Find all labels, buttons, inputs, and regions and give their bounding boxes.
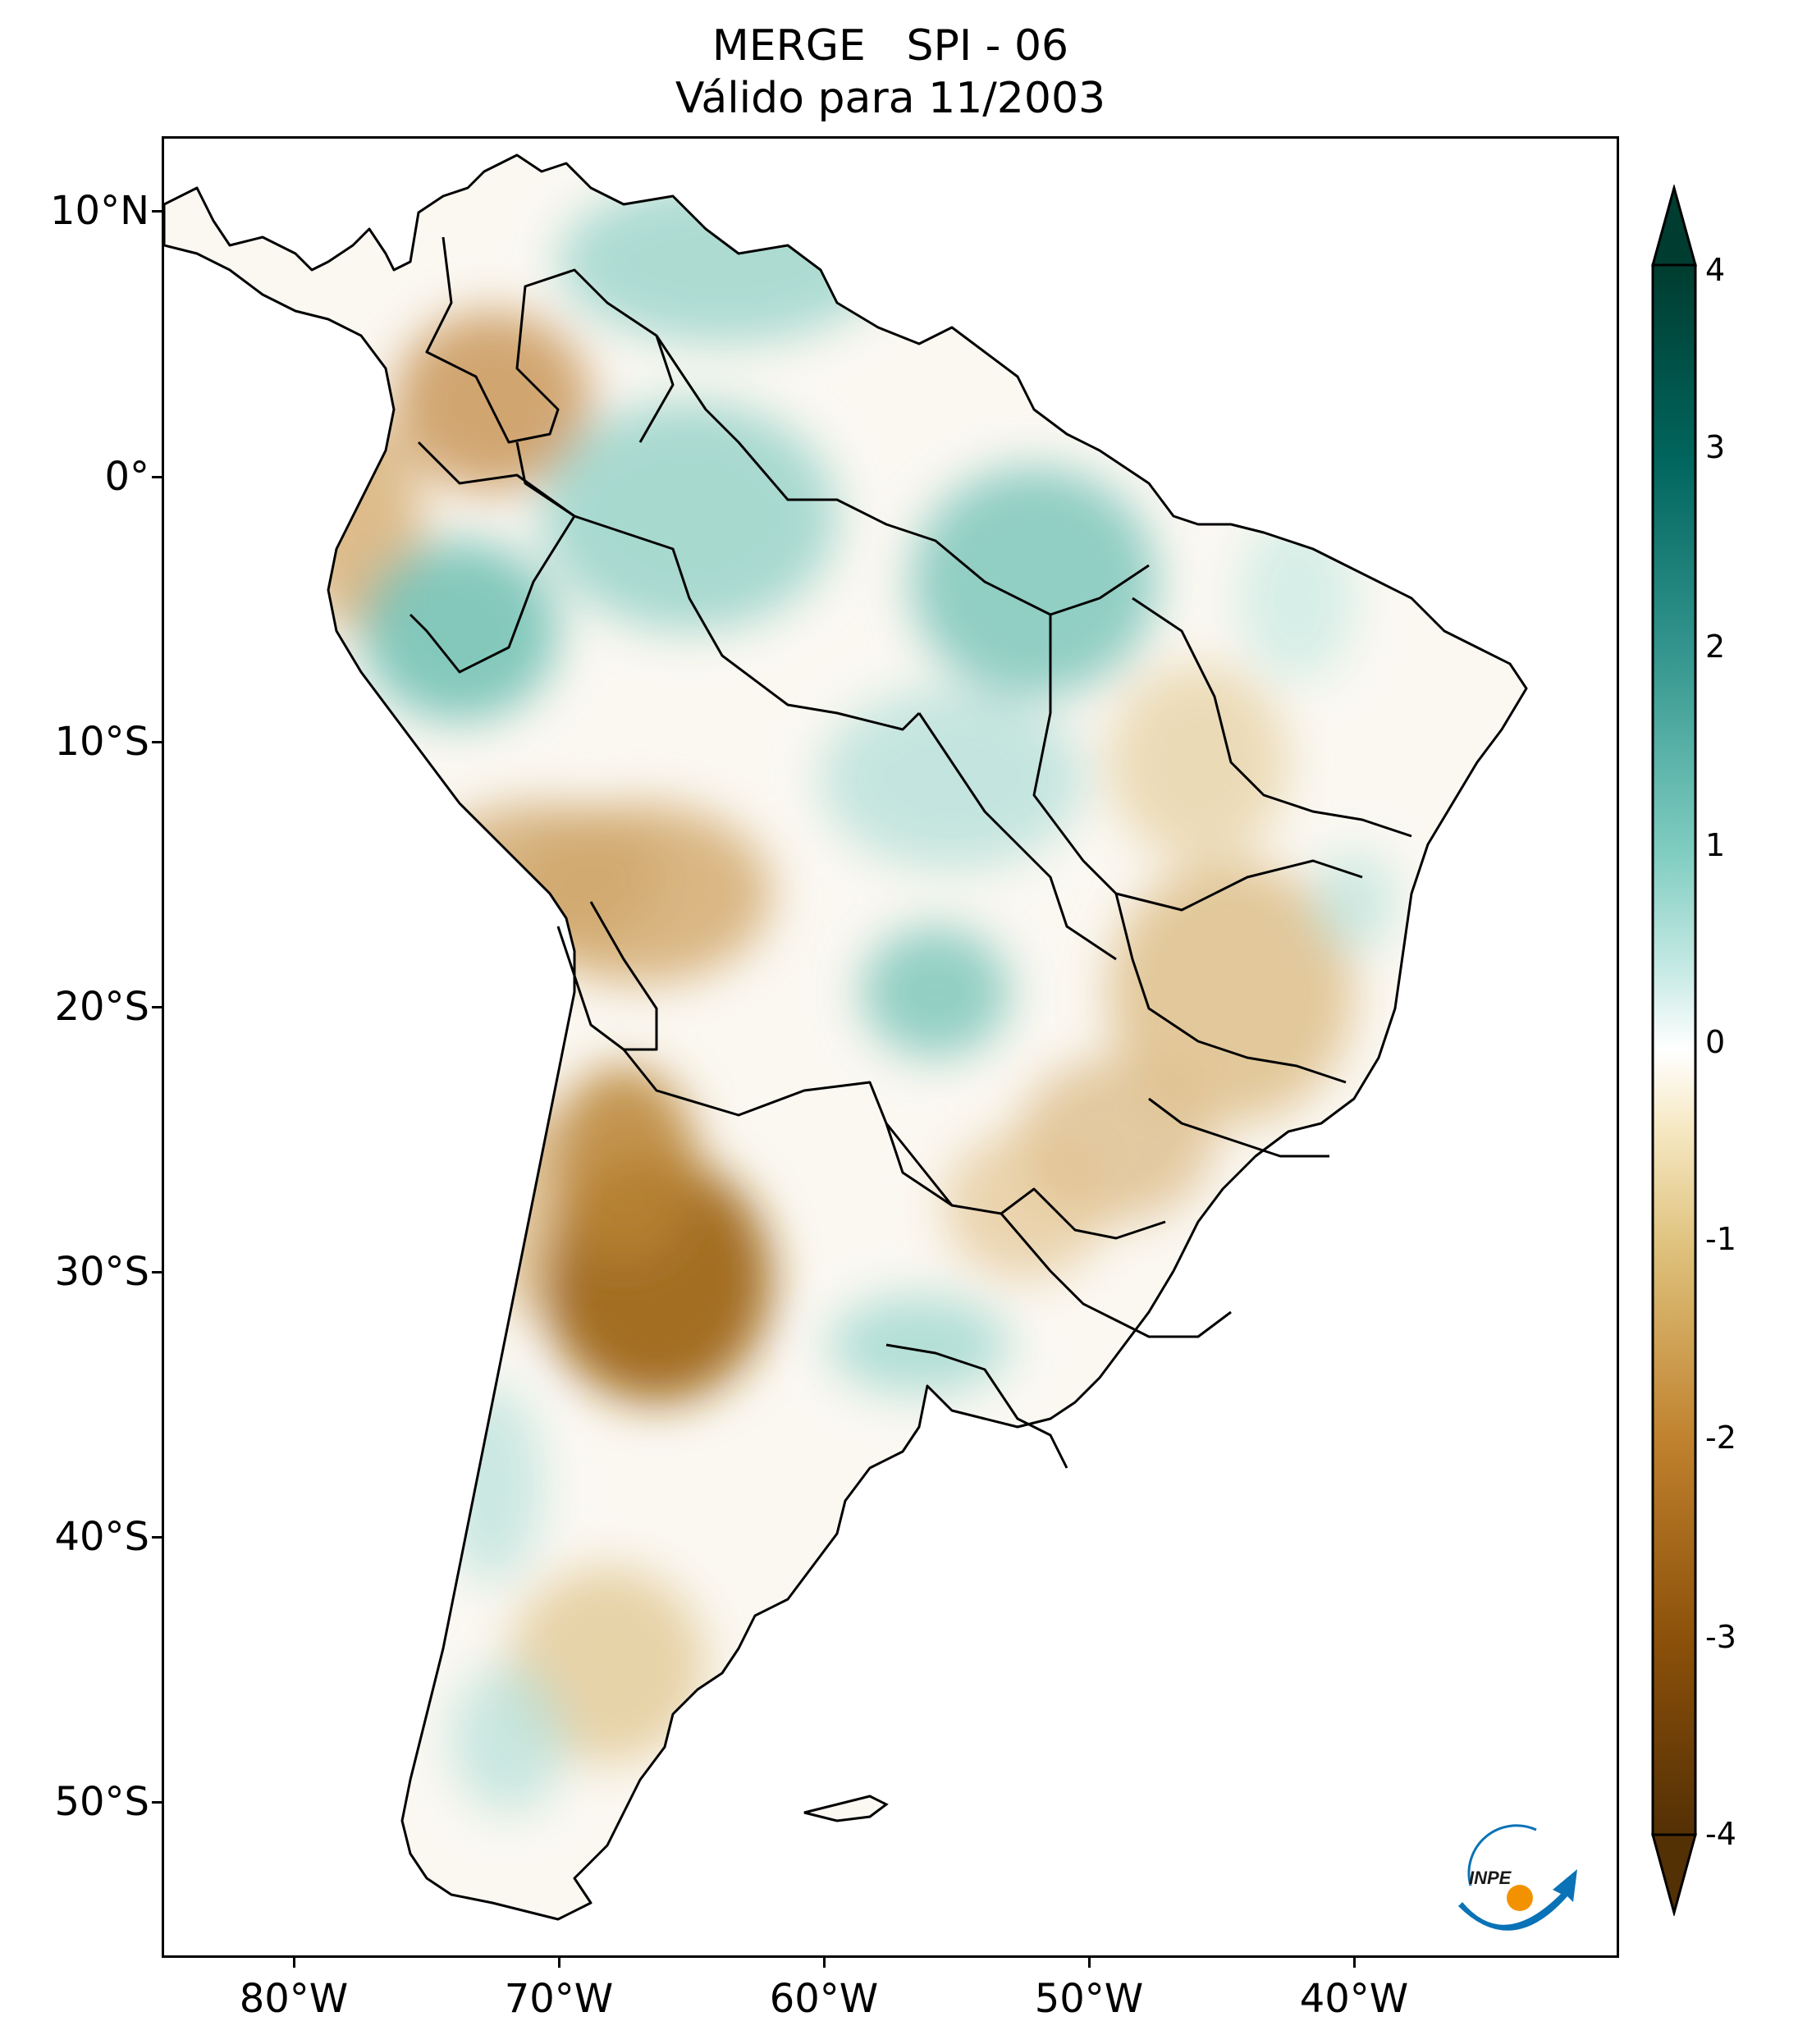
- spi-wet-blob: [542, 401, 837, 631]
- spi-dry-blob: [394, 311, 591, 492]
- lat-tick: [152, 1801, 162, 1804]
- colorbar-extend-top: [1651, 185, 1697, 267]
- border-paraguay-brazil: [885, 1123, 1166, 1240]
- lon-label: 50°W: [1034, 1976, 1144, 2022]
- spi-dry-blob: [419, 803, 665, 951]
- lat-tick: [152, 210, 162, 213]
- logo-dot: [1507, 1885, 1533, 1911]
- lat-label: 0°: [104, 454, 149, 500]
- border-colombia-venezuela: [425, 236, 675, 444]
- coastline: [164, 153, 1528, 1921]
- border-uruguay: [885, 1343, 1068, 1469]
- spi-wet-blob: [1239, 516, 1354, 680]
- lat-tick: [152, 476, 162, 478]
- spi-dry-blob: [1108, 664, 1288, 861]
- title-line-1: MERGE SPI - 06: [711, 21, 1069, 71]
- spi-wet-blob: [829, 1296, 1009, 1394]
- lat-tick: [152, 1536, 162, 1539]
- border-brazil-states-south: [1148, 1097, 1329, 1158]
- map-title: MERGE SPI - 06 Válido para 11/2003: [160, 20, 1621, 125]
- border-bolivia-chile: [556, 901, 658, 1051]
- falkland-islands: [803, 1795, 889, 1822]
- lon-tick: [1353, 1958, 1356, 1968]
- inpe-logo: INPE: [1458, 1824, 1577, 1931]
- border-brazil-states-ne: [1132, 597, 1412, 838]
- border-brazil-states-mid: [917, 712, 1117, 961]
- colorbar-label: -3: [1705, 1619, 1736, 1655]
- lon-tick: [1088, 1958, 1091, 1968]
- colorbar-extend-bottom: [1651, 1833, 1697, 1916]
- border-argentina-brazil: [1000, 1213, 1232, 1338]
- lat-tick: [152, 741, 162, 743]
- lat-tick: [152, 1271, 162, 1273]
- border-brazil-north: [515, 441, 921, 731]
- spi-wet-blob: [1247, 1201, 1346, 1242]
- colorbar-label: 0: [1705, 1024, 1726, 1060]
- lon-label: 60°W: [769, 1976, 879, 2022]
- lon-label: 40°W: [1299, 1976, 1409, 2022]
- border-guianas: [655, 335, 1150, 616]
- colorbar-label: -4: [1705, 1816, 1736, 1852]
- colorbar-label: 2: [1705, 629, 1726, 665]
- lat-label: 40°S: [54, 1514, 149, 1560]
- colorbar: [1651, 185, 1697, 1916]
- map-panel: [162, 136, 1619, 1958]
- spi-wet-blob: [361, 541, 558, 721]
- lat-label: 10°S: [54, 719, 149, 765]
- spi-wet-blob: [451, 1665, 566, 1813]
- spi-dry-blob: [550, 1066, 698, 1263]
- lon-tick: [293, 1958, 295, 1968]
- colorbar-label: 1: [1705, 827, 1726, 863]
- spi-wet-blob: [862, 926, 1009, 1058]
- lat-label: 10°N: [50, 188, 149, 234]
- lat-label: 20°S: [54, 984, 149, 1030]
- colorbar-label: 4: [1705, 252, 1726, 288]
- border-bolivia-paraguay: [622, 1049, 953, 1207]
- spi-wet-blob: [1313, 853, 1395, 951]
- country-borders: [409, 236, 1412, 1469]
- lat-label: 30°S: [54, 1249, 149, 1295]
- title-line-2: Válido para 11/2003: [675, 74, 1106, 123]
- logo-text: INPE: [1469, 1868, 1512, 1888]
- colorbar-label: -1: [1705, 1221, 1736, 1257]
- lat-tick: [152, 1006, 162, 1008]
- colorbar-label: 3: [1705, 429, 1726, 465]
- spi-wet-blob: [821, 688, 1083, 869]
- lon-label: 70°W: [504, 1976, 614, 2022]
- lon-tick: [823, 1958, 826, 1968]
- border-ecuador-peru: [409, 441, 576, 674]
- logo-thin-arc: [1467, 1824, 1537, 1886]
- border-brazil-states-se: [1114, 893, 1347, 1084]
- spi-wet-blob: [911, 467, 1157, 697]
- spi-shading: [291, 180, 1395, 1813]
- colorbar-gradient: [1651, 263, 1697, 1836]
- spi-dry-blob: [944, 1132, 1108, 1279]
- colorbar-label: -2: [1705, 1420, 1736, 1456]
- lat-label: 50°S: [54, 1779, 149, 1825]
- map-canvas: [164, 153, 1528, 1921]
- spi-dry-blob: [1108, 861, 1354, 1123]
- spi-wet-blob: [443, 1386, 542, 1583]
- spi-wet-blob: [558, 180, 886, 344]
- lon-label: 80°W: [239, 1976, 349, 2022]
- lon-tick: [558, 1958, 560, 1968]
